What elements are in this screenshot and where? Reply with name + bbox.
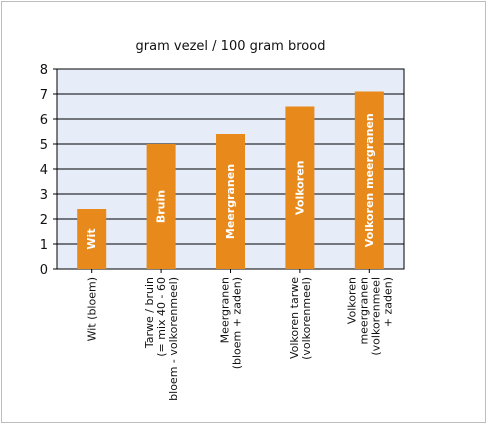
x-category-label-line: Volkoren bbox=[345, 277, 358, 324]
bar-label: Meergranen bbox=[224, 164, 237, 239]
x-category-label-line: (bloem + zaden) bbox=[231, 277, 244, 369]
x-category-label-line: bloem - volkorenmeel) bbox=[167, 277, 180, 401]
x-category-label-line: meergranen bbox=[357, 277, 370, 345]
y-tick-label: 7 bbox=[40, 88, 48, 103]
x-category-label-line: + zaden) bbox=[381, 277, 394, 327]
bar-label: Bruin bbox=[155, 190, 168, 223]
bar bbox=[77, 209, 107, 269]
x-category-label: Volkorenmeergranen(volkorenmeel+ zaden) bbox=[345, 277, 394, 356]
bar bbox=[146, 144, 176, 269]
x-category-label-line: Volkoren tarwe bbox=[288, 277, 301, 359]
bar-label: Volkoren bbox=[293, 160, 306, 215]
x-category-label: Meergranen(bloem + zaden) bbox=[219, 277, 244, 369]
x-category-label-line: Tarwe / bruin bbox=[143, 277, 156, 349]
x-category-label-line: (volkorenmeel) bbox=[300, 277, 313, 360]
y-tick-label: 0 bbox=[40, 263, 48, 278]
x-category-label-line: Meergranen bbox=[219, 277, 232, 343]
y-tick-label: 5 bbox=[40, 138, 48, 153]
x-category-label: Volkoren tarwe(volkorenmeel) bbox=[288, 277, 313, 360]
y-tick-label: 3 bbox=[40, 188, 48, 203]
x-category-label-line: (volkorenmeel bbox=[369, 277, 382, 356]
y-tick-label: 2 bbox=[40, 213, 48, 228]
bar-label: Wit bbox=[85, 228, 98, 249]
bar bbox=[216, 134, 245, 269]
chart-title: gram vezel / 100 gram brood bbox=[135, 39, 326, 54]
y-tick-label: 1 bbox=[40, 238, 48, 253]
x-category-label-line: (= mix 40 - 60 bbox=[155, 277, 168, 357]
bar bbox=[285, 106, 315, 269]
x-category-label: Wit (bloem) bbox=[86, 277, 99, 341]
y-tick-label: 8 bbox=[40, 63, 48, 78]
y-tick-label: 4 bbox=[40, 163, 48, 178]
x-category-label-line: Wit (bloem) bbox=[86, 277, 99, 341]
bar bbox=[354, 91, 384, 269]
bar-label: Volkoren meergranen bbox=[363, 113, 376, 247]
x-category-label: Tarwe / bruin(= mix 40 - 60bloem - volko… bbox=[143, 277, 180, 401]
y-tick-label: 6 bbox=[40, 113, 48, 128]
